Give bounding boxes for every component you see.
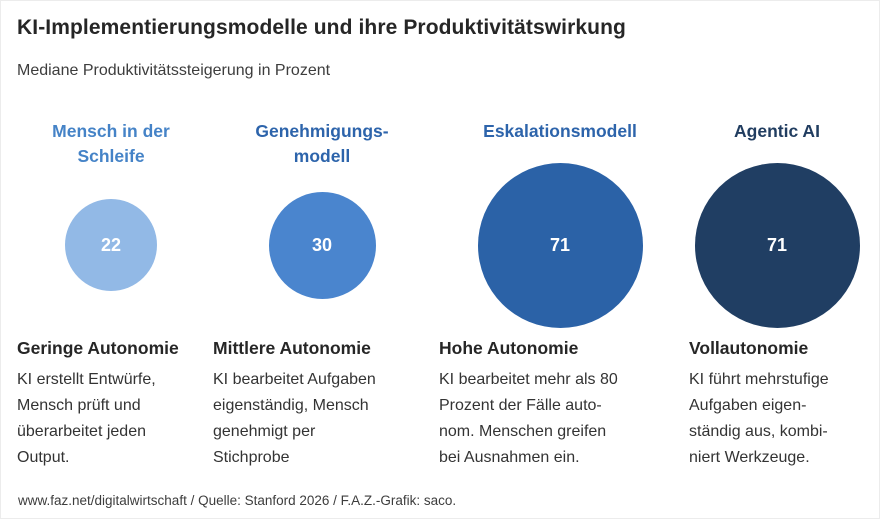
value-bubble: 71 — [694, 162, 860, 328]
bubble-value: 30 — [311, 234, 333, 255]
source-credit: www.faz.net/digitalwirtschaft / Quelle: … — [18, 493, 457, 508]
column-eskalationsmodell: Eskalationsmodell 71 Hohe Autonomie KI b… — [439, 119, 681, 471]
column-genehmigungsmodell: Genehmigungs- modell 30 Mittlere Autonom… — [213, 119, 431, 471]
autonomy-description: KI erstellt Entwürfe, Mensch prüft und ü… — [17, 371, 156, 466]
column-agentic-ai: Agentic AI 71 Vollautonomie KI führt meh… — [689, 119, 865, 471]
autonomy-description: KI bearbeitet mehr als 80 Prozent der Fä… — [439, 371, 618, 466]
column-header: Eskalationsmodell — [483, 121, 637, 141]
page-title: KI-Implementierungsmodelle und ihre Prod… — [17, 16, 626, 39]
bubble-value: 22 — [100, 234, 122, 255]
bubble-area: 22 — [17, 165, 205, 325]
subtitle: Mediane Produktivitätssteigerung in Proz… — [17, 62, 331, 79]
value-bubble: 71 — [477, 162, 643, 328]
autonomy-description: KI führt mehrstufige Aufgaben eigen- stä… — [689, 371, 829, 466]
value-bubble: 30 — [268, 191, 376, 299]
bubble-value: 71 — [549, 234, 571, 255]
column-header: Mensch in der Schleife — [52, 121, 170, 166]
bubble-area: 71 — [439, 162, 681, 328]
value-bubble: 22 — [65, 199, 157, 291]
bubble-area: 71 — [689, 162, 865, 328]
column-header: Agentic AI — [734, 121, 820, 141]
column-mensch-in-der-schleife: Mensch in der Schleife 22 Geringe Autono… — [17, 119, 205, 471]
autonomy-description: KI bearbeitet Aufgaben eigenständig, Men… — [213, 371, 376, 466]
autonomy-label: Vollautonomie — [689, 338, 809, 358]
column-header: Genehmigungs- modell — [255, 121, 389, 166]
bubble-value: 71 — [766, 234, 788, 255]
autonomy-label: Geringe Autonomie — [17, 338, 179, 358]
autonomy-label: Hohe Autonomie — [439, 338, 579, 358]
bubble-area: 30 — [213, 165, 431, 325]
autonomy-label: Mittlere Autonomie — [213, 338, 371, 358]
model-columns: Mensch in der Schleife 22 Geringe Autono… — [17, 119, 863, 471]
